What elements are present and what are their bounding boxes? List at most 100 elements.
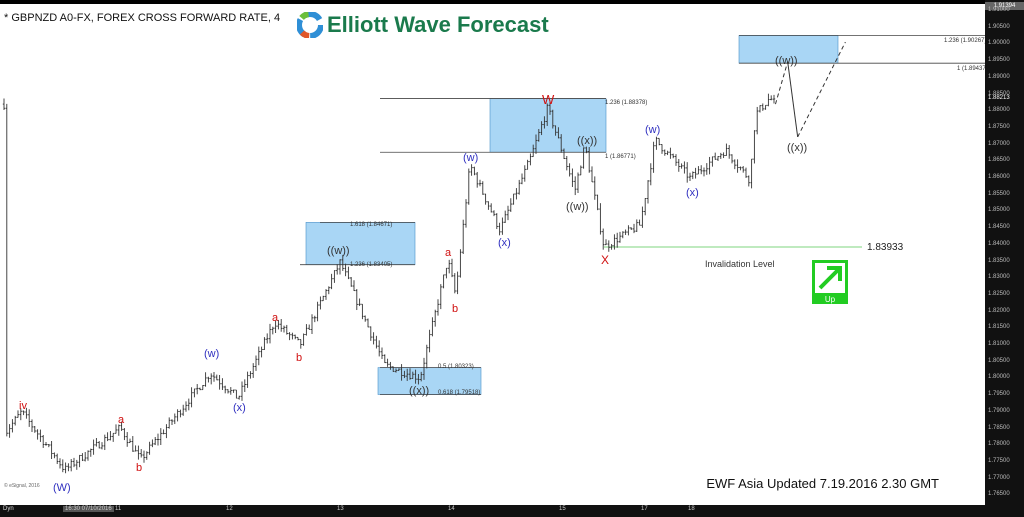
projection-path-segment — [797, 41, 846, 138]
ohlc-bar — [168, 417, 171, 429]
ohlc-bar — [767, 93, 770, 107]
ohlc-bar — [425, 344, 428, 369]
ohlc-bar — [683, 161, 686, 174]
ohlc-bar — [294, 334, 297, 340]
ohlc-bar — [179, 409, 182, 418]
chart-plot-area[interactable]: * GBPNZD A0-FX, FOREX CROSS FORWARD RATE… — [0, 4, 988, 505]
ohlc-bar — [576, 172, 580, 193]
ohlc-bar — [467, 168, 470, 205]
y-tick-label: 1.81500 — [988, 324, 1010, 331]
ohlc-bar — [716, 156, 720, 162]
ohlc-bar — [159, 428, 162, 446]
y-tick-label: 1.78000 — [988, 441, 1010, 448]
x-tick-label: 14 — [448, 506, 455, 512]
ohlc-bar — [481, 181, 484, 195]
ohlc-bar — [154, 436, 157, 446]
ohlc-bar — [64, 462, 67, 474]
ohlc-bar — [593, 176, 596, 200]
fib-label: 1 (1.86771) — [605, 154, 636, 160]
ohlc-bar — [212, 372, 216, 382]
ohlc-bar — [352, 280, 356, 292]
ohlc-bar — [646, 180, 650, 204]
ohlc-bar — [165, 424, 168, 439]
ohlc-bar — [39, 429, 42, 442]
ohlc-bar — [526, 159, 529, 170]
y-tick-label: 1.80000 — [988, 374, 1010, 381]
ohlc-bar — [187, 398, 190, 411]
ohlc-bar — [562, 148, 566, 160]
ohlc-bar — [226, 389, 230, 394]
ohlc-bar — [100, 442, 104, 450]
ohlc-bar — [422, 357, 426, 380]
ohlc-bar — [439, 284, 442, 310]
ohlc-bar — [476, 171, 479, 188]
y-tick-label: 1.76500 — [988, 491, 1010, 498]
ohlc-bar — [613, 234, 616, 250]
ohlc-bar — [742, 166, 745, 173]
time-axis[interactable]: Dyn 16:30 07/10/2016 11 12 13 14 15 17 18 — [0, 505, 1024, 517]
ohlc-bar — [630, 227, 633, 230]
ohlc-bar — [350, 277, 353, 287]
ohlc-bar — [610, 244, 613, 250]
wave-label-w: (w) — [463, 152, 479, 164]
ohlc-bar — [114, 424, 118, 434]
ohlc-bar — [302, 333, 305, 346]
ohlc-bar — [207, 376, 210, 383]
fib-label: 1.618 (1.84671) — [350, 222, 393, 228]
ohlc-bar — [652, 141, 655, 173]
ohlc-bar — [190, 387, 193, 408]
projection-path-segment — [774, 61, 789, 105]
y-tick-label: 1.84000 — [988, 240, 1010, 247]
wave-label-w-double-projected: ((w)) — [775, 55, 798, 67]
ohlc-bar — [383, 354, 386, 364]
fib-label: 0.5 (1.80323) — [438, 364, 474, 370]
ohlc-bar — [84, 452, 87, 462]
y-tick-label: 1.79500 — [988, 391, 1010, 398]
ohlc-bar — [635, 219, 638, 232]
ohlc-bar — [672, 153, 675, 159]
ohlc-bar — [50, 440, 53, 460]
ohlc-bar — [750, 158, 753, 189]
ohlc-bar — [582, 147, 585, 169]
ohlc-bar — [487, 201, 490, 210]
ohlc-bar — [142, 450, 146, 463]
ohlc-bar — [299, 339, 302, 349]
ohlc-bar — [2, 98, 6, 110]
y-tick-label: 1.82500 — [988, 290, 1010, 297]
ohlc-bar — [770, 95, 773, 101]
y-tick-label: 1.84500 — [988, 224, 1010, 231]
ohlc-bar — [403, 370, 406, 379]
ohlc-bar — [462, 219, 465, 254]
ohlc-bar — [641, 206, 644, 228]
ohlc-bar — [702, 167, 706, 177]
ohlc-bar — [341, 254, 344, 271]
ohlc-bar — [655, 136, 658, 150]
ohlc-bar — [263, 337, 266, 351]
wave-label-x: (x) — [233, 402, 246, 414]
ohlc-bar — [660, 144, 664, 154]
y-tick-label: 1.79000 — [988, 407, 1010, 414]
ohlc-bar — [123, 428, 126, 441]
ohlc-bar — [201, 385, 204, 391]
ohlc-bar — [176, 409, 179, 422]
ohlc-bar — [543, 116, 546, 129]
ohlc-bar — [739, 166, 742, 171]
wave-label-a: a — [272, 312, 279, 324]
ohlc-bar — [145, 451, 148, 460]
ohlc-bar — [571, 168, 574, 188]
ohlc-bar — [666, 150, 669, 156]
ohlc-bar — [182, 404, 185, 416]
wave-label-w: (w) — [645, 124, 661, 136]
wave-label-w: (w) — [204, 348, 220, 360]
ohlc-bar — [697, 166, 700, 175]
y-tick-label: 1.78500 — [988, 424, 1010, 431]
last-price-label: 1.88213 — [988, 95, 1010, 102]
ohlc-bar — [473, 166, 476, 176]
ohlc-bar — [506, 205, 510, 221]
ohlc-bar — [747, 175, 750, 187]
ohlc-bar — [532, 144, 535, 158]
y-tick-label: 1.86000 — [988, 174, 1010, 180]
price-axis[interactable]: 1.91394 1.91000 1.90500 1.90000 1.89500 1.89… — [985, 0, 1024, 505]
ohlc-bar — [232, 389, 235, 393]
ohlc-bar — [484, 193, 487, 205]
